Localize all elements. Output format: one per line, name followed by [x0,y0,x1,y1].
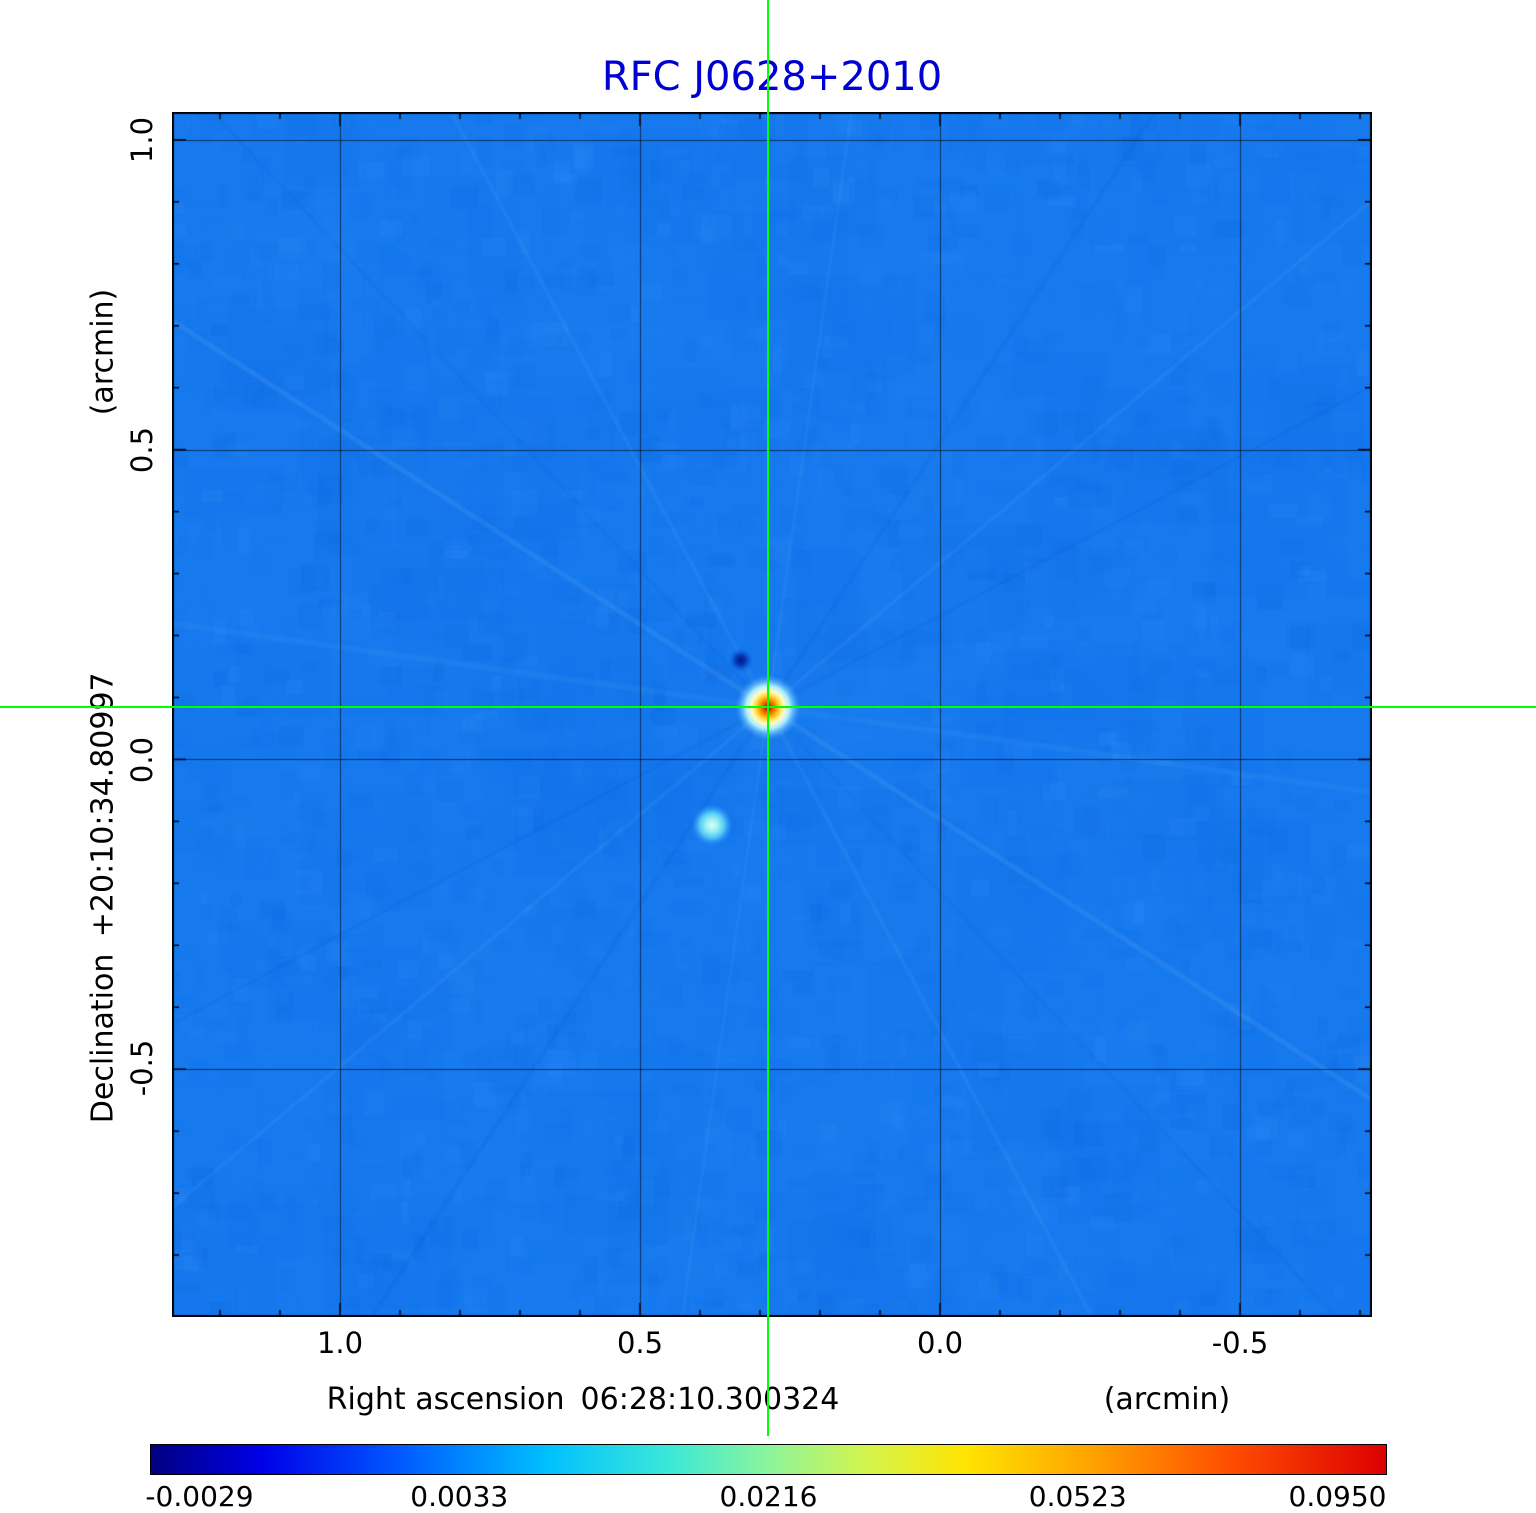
sky-map [172,112,1372,1317]
x-axis-title: Right ascension 06:28:10.300324 [327,1382,840,1417]
x-tick-4: -0.5 [1211,1326,1269,1360]
colorbar-tick-4: 0.0523 [1028,1480,1127,1513]
y-tick-2: 0.5 [125,426,159,474]
y-axis-coordinate: +20:10:34.80997 [85,672,121,938]
y-axis-label: Declination [85,953,121,1124]
x-tick-3: 0.0 [916,1326,964,1360]
crosshair-horizontal-line [0,706,1536,708]
x-axis-unit: (arcmin) [1103,1382,1231,1417]
y-tick-3: 0.0 [125,736,159,784]
x-axis-label: Right ascension [326,1382,565,1417]
radio-map-canvas [172,112,1372,1317]
x-tick-2: 0.5 [616,1326,664,1360]
y-tick-4: -0.5 [125,1039,159,1097]
colorbar-tick-2: 0.0033 [410,1480,509,1513]
y-axis-unit: (arcmin) [85,288,121,416]
y-tick-1: 1.0 [125,116,159,164]
y-axis-title: Declination +20:10:34.80997 [86,673,121,1123]
crosshair-vertical-line [767,0,769,1436]
colorbar [150,1444,1387,1475]
colorbar-ticks: -0.0029 0.0033 0.0216 0.0523 0.0950 [145,1480,1387,1513]
colorbar-tick-1: -0.0029 [145,1480,254,1513]
colorbar-tick-5: 0.0950 [1288,1480,1387,1513]
x-axis-coordinate: 06:28:10.300324 [580,1382,840,1417]
colorbar-tick-3: 0.0216 [719,1480,818,1513]
x-tick-1: 1.0 [316,1326,364,1360]
plot-title: RFC J0628+2010 [601,54,943,100]
